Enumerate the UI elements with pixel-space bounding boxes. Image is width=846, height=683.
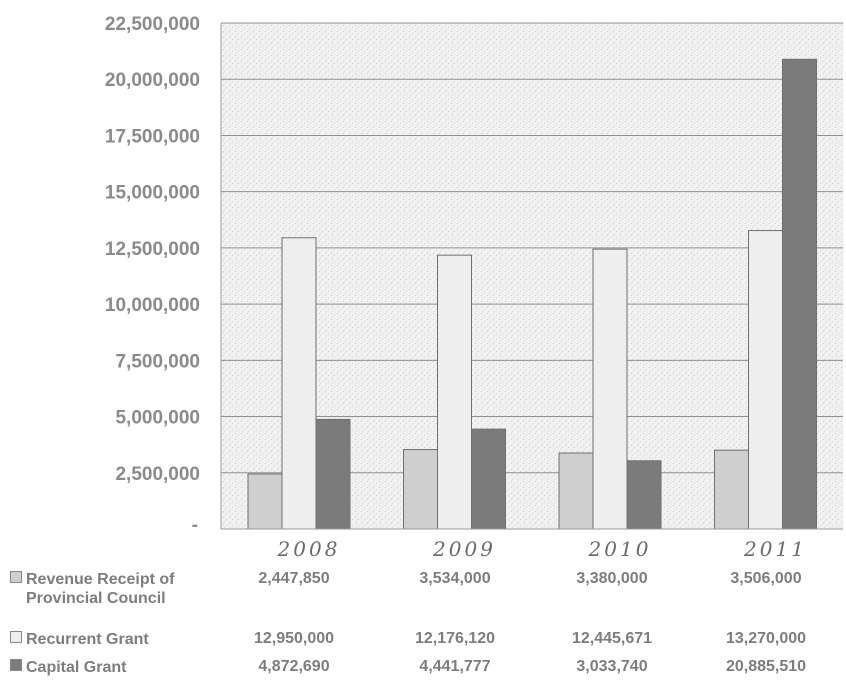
y-tick-label: 5,000,000 <box>115 408 200 429</box>
table-cell: 13,270,000 <box>691 630 841 648</box>
x-tick-label: 2010 <box>588 537 652 561</box>
legend-label: Revenue Receipt of <box>26 571 174 588</box>
bar-revenue-receipt-of-provincial-council-2008 <box>248 474 282 529</box>
legend-swatch-icon <box>10 571 22 583</box>
y-tick-label: 22,500,000 <box>105 14 200 35</box>
bar-capital-grant-2011 <box>783 59 817 529</box>
x-tick-label: 2009 <box>432 537 496 561</box>
legend-entry: Capital Grant <box>10 658 126 677</box>
bar-revenue-receipt-of-provincial-council-2010 <box>559 453 593 529</box>
legend-entry: Recurrent Grant <box>10 630 149 649</box>
bar-recurrent-grant-2011 <box>749 231 783 529</box>
x-tick-label: 2011 <box>743 537 807 561</box>
x-tick-labels: 2008 2009 2010 2011 <box>277 537 807 561</box>
bar-capital-grant-2008 <box>316 419 350 529</box>
legend-entry: Revenue Receipt of Provincial Council <box>10 570 174 608</box>
table-cell: 3,380,000 <box>537 570 687 588</box>
y-tick-label: 2,500,000 <box>115 464 200 485</box>
legend-swatch-icon <box>10 631 22 643</box>
table-cell: 12,445,671 <box>537 630 687 648</box>
bar-recurrent-grant-2010 <box>593 249 627 529</box>
legend-label: Capital Grant <box>26 659 126 676</box>
table-cell: 12,176,120 <box>380 630 530 648</box>
table-cell: 3,506,000 <box>691 570 841 588</box>
table-cell: 20,885,510 <box>691 658 841 676</box>
legend-swatch-icon <box>10 659 22 671</box>
table-cell: 3,033,740 <box>537 658 687 676</box>
x-tick-label: 2008 <box>277 537 341 561</box>
y-tick-label: 7,500,000 <box>115 351 200 372</box>
y-tick-label: 15,000,000 <box>105 183 200 204</box>
table-cell: 2,447,850 <box>219 570 369 588</box>
bar-revenue-receipt-of-provincial-council-2011 <box>715 450 749 529</box>
y-tick-label: 17,500,000 <box>105 126 200 147</box>
table-cell: 4,872,690 <box>219 658 369 676</box>
y-tick-labels: 2,500,000 5,000,000 7,500,000 10,000,000 12,… <box>105 14 200 536</box>
bar-capital-grant-2009 <box>472 429 506 529</box>
table-cell: 4,441,777 <box>380 658 530 676</box>
bar-recurrent-grant-2009 <box>438 255 472 529</box>
bar-recurrent-grant-2008 <box>282 238 316 529</box>
y-tick-label: 20,000,000 <box>105 70 200 91</box>
legend-label: Recurrent Grant <box>26 631 149 648</box>
table-cell: 12,950,000 <box>219 630 369 648</box>
bar-revenue-receipt-of-provincial-council-2009 <box>404 450 438 529</box>
y-tick-label: 12,500,000 <box>105 239 200 260</box>
y-tick-label-zero: - <box>192 515 198 536</box>
legend-label: Provincial Council <box>10 590 166 607</box>
y-tick-label: 10,000,000 <box>105 295 200 316</box>
bar-capital-grant-2010 <box>627 461 661 529</box>
table-cell: 3,534,000 <box>380 570 530 588</box>
